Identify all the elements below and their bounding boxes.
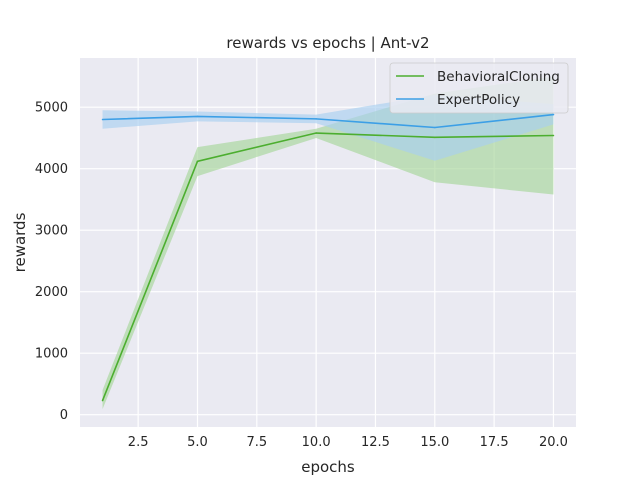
y-axis-ticks: 0 1000 2000 3000 4000 5000 (35, 101, 68, 424)
x-tick-label: 5.0 (187, 435, 208, 450)
data-point (433, 136, 436, 139)
data-point (101, 399, 104, 402)
confidence-band-0 (102, 76, 554, 410)
x-tick-label: 2.5 (128, 435, 149, 450)
x-tick-label: 15.0 (420, 435, 449, 450)
data-point (315, 132, 317, 134)
data-point (552, 113, 555, 116)
y-axis-label: rewards (11, 212, 29, 272)
data-point (552, 134, 555, 137)
y-tick-label: 3000 (35, 224, 68, 239)
y-tick-label: 0 (60, 408, 68, 423)
x-tick-label: 10.0 (302, 435, 331, 450)
x-tick-label: 20.0 (539, 435, 568, 450)
data-point (315, 118, 317, 120)
data-point (196, 160, 199, 163)
chart-title: rewards vs epochs | Ant-v2 (226, 34, 429, 52)
y-tick-label: 4000 (35, 162, 68, 177)
x-axis-label: epochs (301, 458, 355, 476)
y-tick-label: 1000 (35, 347, 68, 362)
x-tick-label: 7.5 (246, 435, 267, 450)
legend: BehavioralCloning ExpertPolicy (389, 62, 569, 114)
legend-label-0: BehavioralCloning (437, 69, 560, 85)
data-point (196, 115, 199, 118)
x-tick-label: 12.5 (361, 435, 390, 450)
y-tick-label: 5000 (35, 101, 68, 116)
data-point (433, 126, 436, 129)
x-tick-label: 17.5 (480, 435, 509, 450)
y-tick-label: 2000 (35, 285, 68, 300)
data-point (101, 118, 104, 121)
x-axis-ticks: 2.5 5.0 7.5 10.0 12.5 15.0 17.5 20.0 (128, 435, 568, 450)
legend-box (389, 62, 569, 114)
legend-label-1: ExpertPolicy (437, 92, 520, 108)
series-lines (101, 113, 555, 402)
